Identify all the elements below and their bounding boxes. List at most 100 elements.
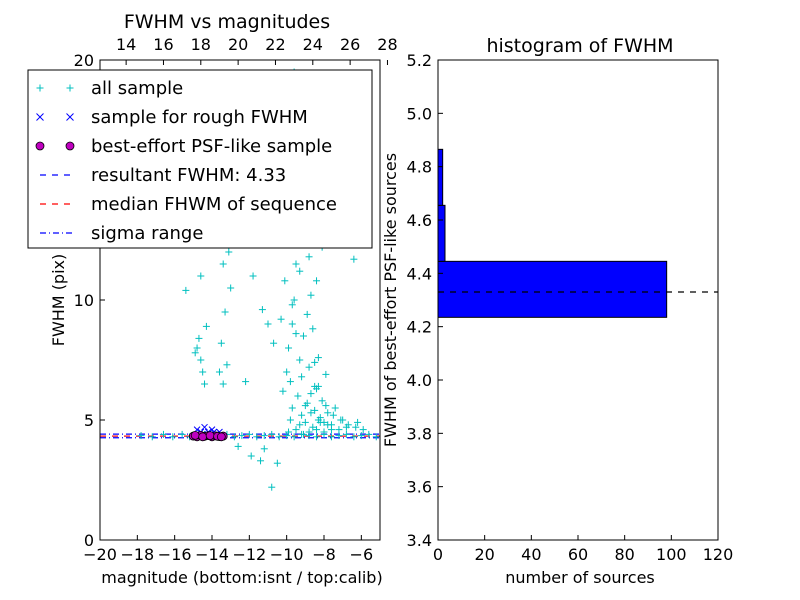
legend-entry: median FHWM of sequence <box>40 194 337 215</box>
all-sample-point <box>309 325 317 333</box>
histogram-y-tick-label: 4.8 <box>407 158 432 177</box>
histogram-y-tick-label: 3.4 <box>407 531 432 550</box>
x-stroke <box>201 423 208 431</box>
legend-circle <box>65 141 75 151</box>
scatter-x-tick-label: −20 <box>83 545 117 564</box>
all-sample-point <box>305 428 313 436</box>
scatter-y-label: FWHM (pix) <box>49 254 68 347</box>
all-sample-point <box>294 392 302 400</box>
all-sample-point <box>283 432 291 440</box>
all-sample-point <box>350 255 358 263</box>
legend-label: all sample <box>91 78 183 99</box>
histogram-y-tick-label: 4.4 <box>407 264 432 283</box>
all-sample-point <box>303 399 311 407</box>
scatter-panel: −20 −18 −16 −14 −12 −10 −8 −6 14 16 18 20 22 24 26 28 0 5… <box>27 11 398 587</box>
legend-entry: sigma range <box>40 223 203 244</box>
all-sample-point <box>303 310 311 318</box>
all-sample-point <box>225 248 233 256</box>
all-sample-point <box>281 277 289 285</box>
all-sample-point <box>169 433 177 441</box>
all-sample-point <box>201 380 209 388</box>
psf-sample-point <box>205 431 215 441</box>
all-sample-point <box>292 260 300 268</box>
histogram-x-tick-label: 80 <box>614 545 634 564</box>
scatter-x-tick-label: −10 <box>270 545 304 564</box>
all-sample-point <box>247 452 255 460</box>
legend-label: resultant FWHM: 4.33 <box>91 165 286 186</box>
all-sample-point <box>329 411 337 419</box>
all-sample-point <box>159 430 167 438</box>
scatter-top-tick-label: 28 <box>377 35 397 54</box>
histogram-y-label: FWHM of best-effort PSF-like sources <box>381 153 400 447</box>
all-sample-point <box>268 430 276 438</box>
histogram-x-tick-label: 40 <box>521 545 541 564</box>
legend-entry: sample for rough FWHM <box>36 107 308 128</box>
all-sample-point <box>285 344 293 352</box>
all-sample-point <box>221 308 229 316</box>
all-sample-point <box>197 356 205 364</box>
all-sample-point <box>327 426 335 434</box>
scatter-y-tick-label: 20 <box>74 51 94 70</box>
all-sample-point <box>320 428 328 436</box>
all-sample-point <box>288 301 296 309</box>
scatter-top-tick-label: 20 <box>228 35 248 54</box>
all-sample-point <box>292 330 300 338</box>
legend-label: best-effort PSF-like sample <box>91 136 332 157</box>
all-sample-point <box>242 378 250 386</box>
legend-label: median FHWM of sequence <box>91 194 337 215</box>
scatter-title: FWHM vs magnitudes <box>124 11 330 33</box>
all-sample-point <box>234 442 242 450</box>
legend-box <box>27 69 373 249</box>
scatter-y-tick-label: 5 <box>84 411 94 430</box>
all-sample-point <box>342 430 350 438</box>
all-sample-point <box>372 433 380 441</box>
all-sample-point <box>270 339 278 347</box>
all-sample-point <box>178 430 186 438</box>
all-sample-point <box>301 418 309 426</box>
all-sample-point <box>286 378 294 386</box>
all-sample-point <box>292 426 300 434</box>
scatter-top-tick-label: 16 <box>153 35 173 54</box>
all-sample-point <box>313 433 321 441</box>
all-sample-point <box>260 445 268 453</box>
histogram-y-tick-label: 4.2 <box>407 318 432 337</box>
all-sample-point <box>307 409 315 417</box>
all-sample-point <box>191 349 199 357</box>
all-sample-point <box>219 380 227 388</box>
all-sample-point <box>357 432 365 440</box>
all-sample-point <box>238 432 246 440</box>
histogram-title: histogram of FWHM <box>486 35 673 57</box>
all-sample-point <box>230 433 238 441</box>
scatter-x-label: magnitude (bottom:isnt / top:calib) <box>101 568 382 587</box>
all-sample-point <box>223 361 231 369</box>
histogram-y-tick-label: 3.8 <box>407 424 432 443</box>
all-sample-point <box>313 277 321 285</box>
all-sample-point <box>290 433 298 441</box>
histogram-y-tick-label: 5.2 <box>407 51 432 70</box>
scatter-x-tick-label: −18 <box>120 545 154 564</box>
all-sample-point <box>288 404 296 412</box>
legend-entry: all sample <box>36 78 183 99</box>
histogram-bar <box>437 260 668 318</box>
all-sample-point <box>365 430 373 438</box>
all-sample-point <box>335 426 343 434</box>
all-sample-point <box>245 430 253 438</box>
all-sample-point <box>327 433 335 441</box>
legend-label: sigma range <box>91 223 203 244</box>
histogram-y-tick-label: 3.6 <box>407 478 432 497</box>
all-sample-point <box>148 433 156 441</box>
all-sample-point <box>193 344 201 352</box>
histogram-panel: 0 20 40 60 80 100 120 3.4 3.6 3.8 4.0 4.2 4.4 4.6 4.8 5… <box>381 35 733 587</box>
scatter-x-tick-label: −16 <box>158 545 192 564</box>
all-sample-point <box>352 423 360 431</box>
all-sample-point <box>344 421 352 429</box>
legend-label: sample for rough FWHM <box>91 107 308 128</box>
all-sample-point <box>195 334 203 342</box>
scatter-ticks: −20 −18 −16 −14 −12 −10 −8 −6 14 16 18 20 22 24 26 28 0 5… <box>74 35 398 564</box>
rough-sample-point <box>201 423 208 431</box>
psf-sample-point <box>216 432 226 442</box>
scatter-top-tick-label: 22 <box>265 35 285 54</box>
all-sample-point <box>359 426 367 434</box>
all-sample-point <box>316 418 324 426</box>
